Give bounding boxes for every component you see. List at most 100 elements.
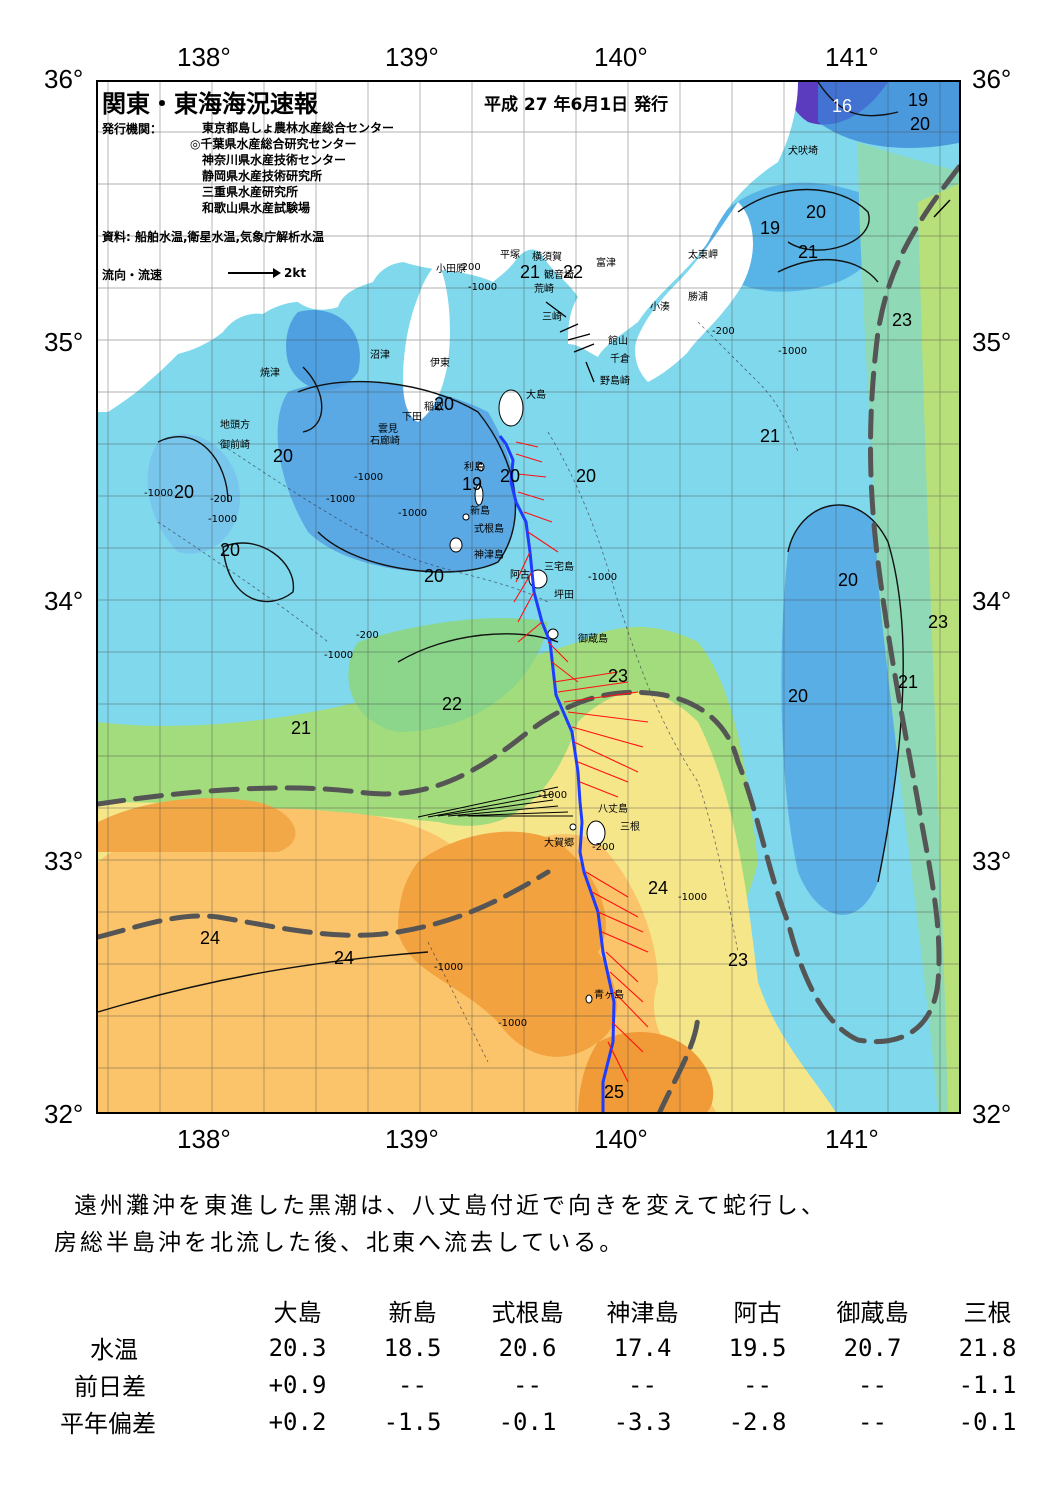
legend-arrow-icon [228,272,276,274]
depth-label: -1000 [208,514,238,525]
summary-line-1: 遠州灘沖を東進した黒潮は、八丈島付近で向きを変えて蛇行し、 [74,1193,827,1219]
summary-text: 遠州灘沖を東進した黒潮は、八丈島付近で向きを変えて蛇行し、 房総半島沖を北流した… [54,1188,827,1262]
issuer-item: 三重県水産研究所 [202,185,299,199]
table-cell: +0.2 [268,1407,327,1436]
station-name: 御蔵島 [836,1299,909,1327]
place-name: 太東岬 [688,250,718,261]
table-cell: -2.8 [728,1407,787,1436]
island-hachijojima [586,820,606,846]
station-name: 新島 [388,1299,437,1327]
isotherm-label: 22 [442,694,463,714]
isotherm-label: 21 [798,242,819,262]
place-name: 坪田 [554,590,574,601]
ship-track [498,435,616,1112]
cold-water-suruga [286,310,360,391]
table-cell: 20.3 [268,1333,327,1362]
isotherm-label: 20 [174,482,195,502]
place-name: 小田原 [436,264,466,275]
place-name: 青ヶ島 [594,990,624,1001]
depth-label: -1000 [144,488,174,499]
lon-label-138-bottom: 138° [177,1124,231,1154]
isotherm-label: 21 [898,672,919,692]
cold-water-izu [277,381,517,572]
map-canvas [98,82,959,1112]
issuer-item: ◎千葉県水産総合研究センター [190,137,357,151]
isotherm-label: 23 [728,950,749,970]
current-vectors-west [417,786,573,818]
lon-label-141-top: 141° [825,42,879,72]
place-name: 勝浦 [688,292,708,303]
lon-label-140-top: 140° [594,42,648,72]
row-label: 前日差 [74,1373,146,1401]
place-name: 雲見 [378,424,398,435]
isotherm-label: 19 [908,90,929,110]
isotherm-label: 20 [806,202,827,222]
green-water-kozu [348,618,548,732]
isotherm-label: 20 [424,566,445,586]
island-niijima [474,484,484,506]
isotherm-label: 20 [220,540,241,560]
isotherm-label: 21 [520,262,541,282]
lon-label-138-top: 138° [177,42,231,72]
place-name: 焼津 [260,368,280,379]
lat-label-32-right: 32° [972,1099,1012,1129]
map-title: 関東・東海海況速報 [102,90,318,118]
table-row: 水温 20.3 18.5 20.6 17.4 19.5 20.7 21.8 [60,1329,1045,1366]
table-cell: -- [628,1370,657,1399]
isotherm-label: 20 [788,686,809,706]
place-name: 館山 [608,336,628,347]
isotherm-label: 20 [273,446,294,466]
depth-label: -1000 [778,346,808,357]
place-name: 御前崎 [220,440,250,451]
lon-label-140-bottom: 140° [594,1124,648,1154]
place-name: 平塚 [500,250,520,261]
station-name: 三根 [963,1299,1012,1327]
isotherm-label: 23 [892,310,913,330]
island-shikinejima [462,513,470,521]
table-header-empty [60,1292,240,1329]
depth-label: -1000 [588,572,618,583]
summary-line-2: 房総半島沖を北流した後、北東へ流去している。 [54,1230,626,1256]
place-name: 野島崎 [600,376,630,387]
depth-label: -1000 [324,650,354,661]
table-cell: -0.1 [958,1407,1017,1436]
legend-label: 流向・流速 [102,268,163,282]
current-vectors [513,441,649,1083]
row-label: 水温 [90,1336,138,1364]
kuroshio-axis [98,163,959,1112]
lat-label-34-left: 34° [44,586,84,616]
issuer-item: 神奈川県水産技術センター [202,153,347,167]
isotherm-label: 21 [291,718,312,738]
table-cell: -- [513,1370,542,1399]
place-name: 三宅島 [544,562,574,573]
issuer-list: 東京都島しょ農林水産総合センター ◎千葉県水産総合研究センター 神奈川県水産技術… [190,120,394,216]
table-cell: -0.1 [498,1407,557,1436]
table-row: 前日差 +0.9 -- -- -- -- -- -1.1 [60,1366,1045,1403]
place-name: 新島 [470,506,490,517]
table-cell: -1.1 [958,1370,1017,1399]
table-cell: +0.9 [268,1370,327,1399]
depth-label: -1000 [468,282,498,293]
depth-label: -1000 [538,790,568,801]
sea-temperature-map: 関東・東海海況速報 平成 27 年6月1日 発行 発行機関： 東京都島しょ農林水… [96,80,961,1114]
lon-label-139-bottom: 139° [385,1124,439,1154]
issue-date: 平成 27 年6月1日 発行 [484,95,669,115]
island-kozushima [449,537,463,553]
place-name: 八丈島 [598,804,628,815]
station-temperature-table: 大島 新島 式根島 神津島 阿古 御蔵島 三根 水温 20.3 18.5 20.… [60,1292,1045,1440]
depth-label: -200 [458,262,481,273]
isotherm-label: 20 [910,114,931,134]
place-name: 石廊崎 [370,436,400,447]
place-name: 稲取 [424,402,444,413]
place-name: 地頭方 [220,420,250,431]
station-name: 阿古 [733,1299,782,1327]
lat-label-33-left: 33° [44,846,84,876]
lat-label-32-left: 32° [44,1099,84,1129]
lat-label-35-right: 35° [972,327,1012,357]
isotherm-label: 20 [500,466,521,486]
station-name: 大島 [273,1299,322,1327]
table-cell: -- [398,1370,427,1399]
legend-arrow-head-icon [273,268,281,278]
depth-label: -200 [712,326,735,337]
place-name: 三崎 [542,312,562,323]
